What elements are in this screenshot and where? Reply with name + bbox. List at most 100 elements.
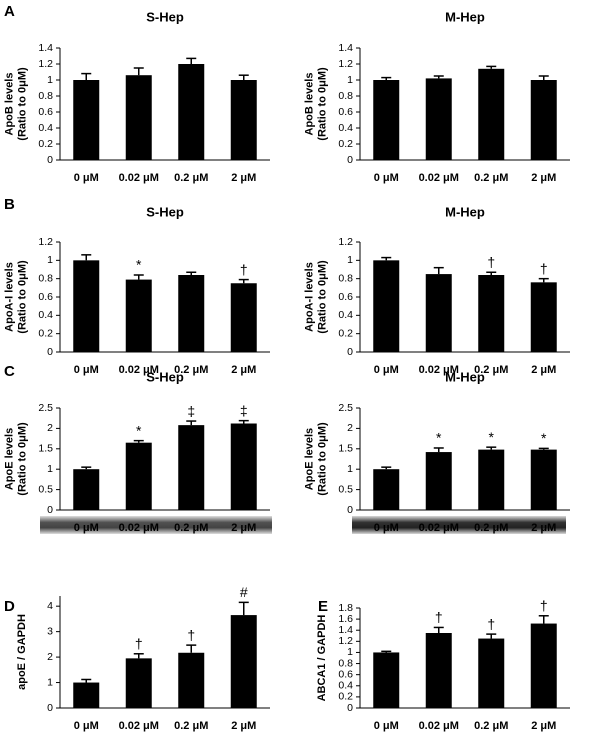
significance-marker: † — [135, 635, 143, 651]
bar — [373, 80, 400, 160]
y-tick-label: 0.4 — [38, 122, 53, 134]
y-tick-label: 1.5 — [338, 443, 353, 455]
x-tick-label: 0.2 μM — [174, 720, 208, 732]
y-tick-label: 1.6 — [338, 613, 353, 625]
bar — [125, 442, 152, 510]
bar — [230, 423, 257, 510]
y-axis-label: ApoE levels — [3, 428, 15, 490]
bar — [178, 275, 205, 352]
y-tick-label: 0.8 — [338, 657, 353, 669]
y-tick-label: 1.2 — [338, 236, 353, 248]
panel-label: A — [4, 3, 15, 20]
x-tick-label: 0.02 μM — [419, 720, 459, 732]
y-axis-label: (Ratio to 0μM) — [16, 260, 28, 334]
y-tick-label: 1.4 — [338, 624, 353, 636]
x-tick-label: 0.02 μM — [119, 364, 159, 376]
bar — [478, 68, 505, 160]
y-tick-label: 0.6 — [38, 291, 53, 303]
y-tick-label: 1 — [347, 74, 353, 86]
y-axis-label: (Ratio to 0μM) — [16, 67, 28, 141]
bar — [530, 623, 557, 708]
y-tick-label: 1 — [47, 74, 53, 86]
y-tick-label: 1 — [47, 254, 53, 266]
bar — [125, 658, 152, 708]
significance-marker: † — [487, 616, 495, 632]
y-tick-label: 2.5 — [38, 402, 53, 414]
significance-marker: * — [436, 430, 442, 446]
chart-title: M-Hep — [445, 204, 485, 219]
y-axis-label: (Ratio to 0μM) — [316, 260, 328, 334]
bar — [425, 274, 452, 352]
x-tick-label: 2 μM — [531, 172, 556, 184]
y-tick-label: 0 — [347, 346, 353, 358]
significance-marker: † — [240, 261, 248, 277]
significance-marker: * — [489, 429, 495, 445]
y-tick-label: 1.4 — [338, 42, 353, 54]
y-tick-label: 2.5 — [338, 402, 353, 414]
y-tick-label: 0.2 — [338, 138, 353, 150]
y-tick-label: 2 — [47, 422, 53, 434]
x-tick-label: 0 μM — [374, 720, 399, 732]
y-tick-label: 0 — [347, 702, 353, 714]
y-tick-label: 0 — [47, 154, 53, 166]
bar — [373, 469, 400, 510]
y-tick-label: 0.6 — [338, 291, 353, 303]
x-tick-label: 0.2 μM — [174, 522, 208, 534]
y-tick-label: 3 — [47, 625, 53, 637]
x-tick-label: 0 μM — [374, 172, 399, 184]
bar — [230, 283, 257, 352]
y-tick-label: 1 — [47, 463, 53, 475]
y-tick-label: 1 — [47, 676, 53, 688]
significance-marker: * — [541, 430, 547, 446]
x-tick-label: 2 μM — [231, 522, 256, 534]
y-tick-label: 0.4 — [338, 680, 353, 692]
bar — [530, 449, 557, 510]
x-tick-label: 0.02 μM — [419, 522, 459, 534]
x-tick-label: 0.02 μM — [119, 720, 159, 732]
x-tick-label: 2 μM — [231, 172, 256, 184]
significance-marker: * — [136, 257, 142, 273]
y-tick-label: 0 — [47, 504, 53, 516]
bar — [425, 78, 452, 160]
y-tick-label: 1.2 — [38, 236, 53, 248]
x-tick-label: 0.02 μM — [419, 172, 459, 184]
panel-label: B — [4, 196, 15, 213]
x-tick-label: 0 μM — [74, 522, 99, 534]
x-tick-label: 0 μM — [374, 522, 399, 534]
bar — [425, 452, 452, 510]
x-tick-label: 0.2 μM — [474, 172, 508, 184]
bar — [425, 633, 452, 708]
x-tick-label: 0 μM — [74, 364, 99, 376]
y-tick-label: 0.8 — [338, 90, 353, 102]
significance-marker: # — [240, 584, 248, 600]
x-tick-label: 2 μM — [531, 522, 556, 534]
x-tick-label: 2 μM — [531, 364, 556, 376]
y-tick-label: 0.5 — [338, 483, 353, 495]
bar — [530, 282, 557, 352]
y-axis-label: apoE / GAPDH — [16, 614, 28, 690]
x-tick-label: 0 μM — [374, 364, 399, 376]
bar — [125, 279, 152, 352]
x-tick-label: 0.02 μM — [419, 364, 459, 376]
y-axis-label: ABCA1 / GAPDH — [316, 615, 328, 702]
bar — [178, 425, 205, 510]
y-tick-label: 1.2 — [338, 58, 353, 70]
western-blot — [40, 516, 272, 534]
y-tick-label: 1 — [347, 463, 353, 475]
y-tick-label: 0 — [347, 154, 353, 166]
y-axis-label: (Ratio to 0μM) — [16, 422, 28, 496]
y-tick-label: 0.2 — [38, 327, 53, 339]
bar — [178, 64, 205, 160]
bar — [478, 638, 505, 708]
x-tick-label: 0 μM — [74, 172, 99, 184]
bar — [178, 652, 205, 708]
chart-title: M-Hep — [445, 9, 485, 24]
y-tick-label: 0.2 — [338, 691, 353, 703]
y-tick-label: 0.4 — [338, 122, 353, 134]
bar — [530, 80, 557, 160]
y-tick-label: 0.2 — [338, 327, 353, 339]
y-tick-label: 0 — [347, 504, 353, 516]
x-tick-label: 2 μM — [231, 364, 256, 376]
y-tick-label: 1.4 — [38, 42, 53, 54]
